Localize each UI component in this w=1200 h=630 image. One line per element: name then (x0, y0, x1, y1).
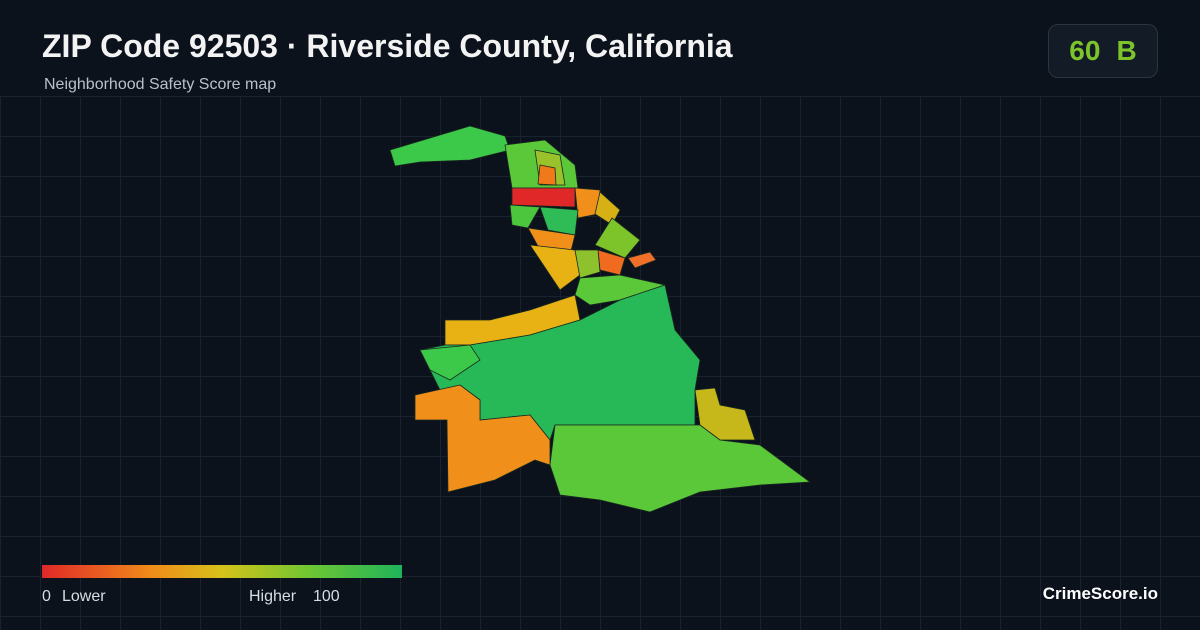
neighborhood (574, 249, 601, 279)
neighborhood (419, 344, 481, 381)
legend-min-label: Lower (62, 588, 106, 605)
header (0, 0, 1200, 96)
neighborhood (537, 164, 557, 186)
neighborhood (419, 284, 701, 441)
score-badge: 60 B (1048, 24, 1158, 78)
title: ZIP Code 92503 · Riverside County, Calif… (42, 28, 733, 64)
legend-max-label: Higher (249, 588, 297, 605)
legend-max: 100 (313, 588, 340, 605)
neighborhood (389, 125, 511, 167)
neighborhood (594, 191, 621, 226)
neighborhood (511, 187, 576, 208)
legend-gradient (42, 565, 402, 578)
neighborhood (694, 387, 756, 441)
neighborhood (529, 244, 581, 291)
score-value: 60 (1069, 35, 1101, 66)
neighborhood (549, 424, 812, 513)
legend-min: 0 (42, 588, 51, 605)
score-grade: B (1116, 35, 1137, 66)
neighborhood (627, 251, 657, 269)
neighborhood (509, 204, 541, 229)
subtitle: Neighborhood Safety Score map (44, 76, 277, 93)
neighborhoods (389, 125, 812, 513)
brand: CrimeScore.io (1042, 584, 1158, 603)
